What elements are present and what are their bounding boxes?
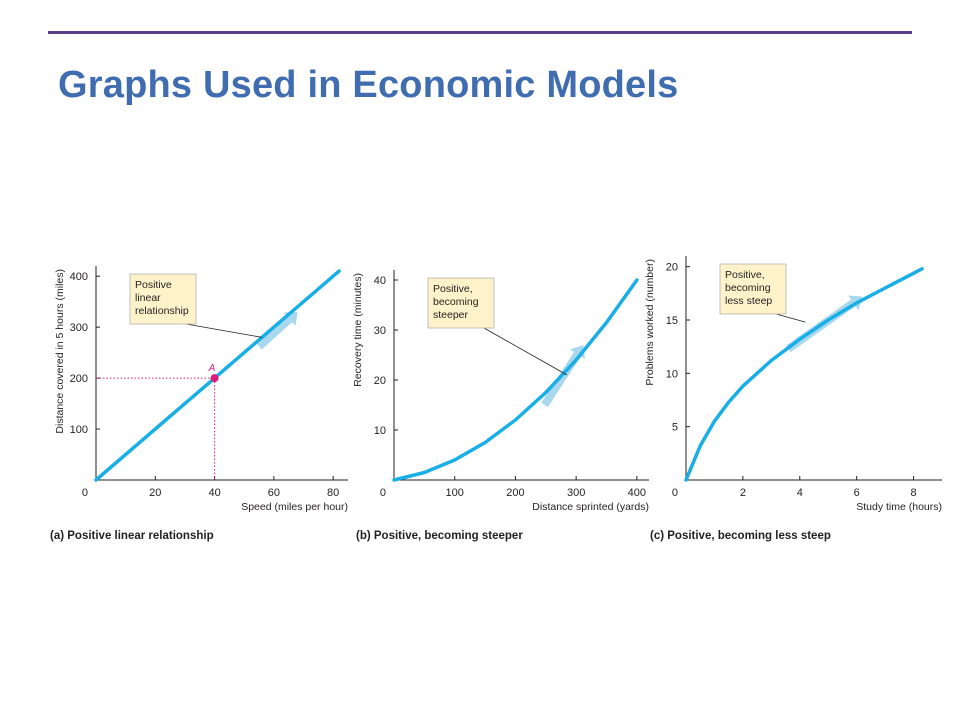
chart-a-x-axis-title: Speed (miles per hour) xyxy=(241,501,348,513)
chart-b-y-tick-label: 30 xyxy=(374,325,386,337)
chart-c-y-tick-label: 15 xyxy=(666,315,678,327)
chart-b-note-box xyxy=(427,277,495,329)
chart-a-caption: (a) Positive linear relationship xyxy=(50,530,214,542)
chart-a-x-tick-label: 0 xyxy=(82,487,88,499)
chart-panel-a: 100 200 300 400 0 20 40 60 80 Speed (miles per ho… xyxy=(40,250,348,560)
chart-c-x-tick-label: 8 xyxy=(910,487,916,499)
chart-a-y-tick-label: 400 xyxy=(70,271,88,283)
chart-b-x-tick-label: 100 xyxy=(446,487,464,499)
slide-title: Graphs Used in Economic Models xyxy=(58,64,679,106)
chart-c-y-axis-title: Problems worked (number) xyxy=(644,259,656,386)
chart-b-x-tick-label: 400 xyxy=(628,487,646,499)
chart-b-note-line: steeper xyxy=(433,309,469,321)
chart-b-y-tick-label: 10 xyxy=(374,425,386,437)
chart-a-point-a xyxy=(210,374,219,383)
chart-b-x-axis-title: Distance sprinted (yards) xyxy=(532,501,649,513)
chart-a-y-tick-label: 200 xyxy=(70,373,88,385)
chart-a-svg: 100 200 300 400 0 20 40 60 80 Speed (miles per ho… xyxy=(54,266,348,513)
chart-c-x-tick-label: 6 xyxy=(854,487,860,499)
chart-b-x-tick-label: 200 xyxy=(506,487,524,499)
chart-c-caption: (c) Positive, becoming less steep xyxy=(650,530,831,542)
chart-c-x-tick-label: 0 xyxy=(672,487,678,499)
chart-a-x-tick-label: 20 xyxy=(149,487,161,499)
chart-c-note-line: becoming xyxy=(725,282,771,294)
chart-c-note-box xyxy=(719,263,787,315)
chart-a-y-tick-label: 100 xyxy=(70,424,88,436)
chart-a-note-line: relationship xyxy=(135,305,189,317)
chart-b-x-tick-label: 300 xyxy=(567,487,585,499)
chart-c-note-line: Positive, xyxy=(725,269,765,281)
chart-a-x-tick-label: 40 xyxy=(208,487,220,499)
chart-c-x-tick-label: 2 xyxy=(740,487,746,499)
chart-panel-c: 5 10 15 20 0 2 4 6 8 Study time (hours) Problems w… xyxy=(640,250,942,560)
chart-c-y-tick-label: 20 xyxy=(666,262,678,274)
chart-panel-b: 10 20 30 40 0 100 200 300 400 Distance sprinted (… xyxy=(346,250,649,560)
chart-a-direction-arrow-shaft xyxy=(256,316,293,350)
chart-a-note-box xyxy=(129,273,197,325)
chart-a-note-leader xyxy=(185,323,263,338)
chart-a-note-line: Positive xyxy=(135,279,172,291)
chart-b-y-axis-title: Recovery time (minutes) xyxy=(352,273,364,387)
chart-a-y-tick-label: 300 xyxy=(70,322,88,334)
chart-c-y-tick-label: 10 xyxy=(666,368,678,380)
chart-c-x-axis-title: Study time (hours) xyxy=(856,501,942,513)
chart-b-y-tick-label: 20 xyxy=(374,375,386,387)
chart-b-y-tick-label: 40 xyxy=(374,275,386,287)
chart-a-y-axis-title: Distance covered in 5 hours (miles) xyxy=(54,269,66,434)
chart-a-point-label: A xyxy=(208,363,216,374)
chart-b-note-leader xyxy=(483,327,568,376)
chart-c-y-tick-label: 5 xyxy=(672,422,678,434)
chart-c-note-line: less steep xyxy=(725,295,772,307)
chart-b-caption: (b) Positive, becoming steeper xyxy=(356,530,523,542)
chart-a-x-tick-label: 80 xyxy=(327,487,339,499)
chart-a-x-tick-label: 60 xyxy=(268,487,280,499)
chart-b-note-line: becoming xyxy=(433,296,479,308)
chart-b-x-tick-label: 0 xyxy=(380,487,386,499)
chart-c-curve xyxy=(684,267,924,482)
chart-c-svg: 5 10 15 20 0 2 4 6 8 Study time (hours) Problems w… xyxy=(644,256,942,513)
chart-b-curve xyxy=(392,278,639,482)
chart-c-x-tick-label: 4 xyxy=(797,487,803,499)
chart-b-note-line: Positive, xyxy=(433,283,473,295)
title-rule xyxy=(48,31,912,34)
chart-c-note-leader xyxy=(775,313,806,323)
chart-a-note-line: linear xyxy=(135,292,161,304)
